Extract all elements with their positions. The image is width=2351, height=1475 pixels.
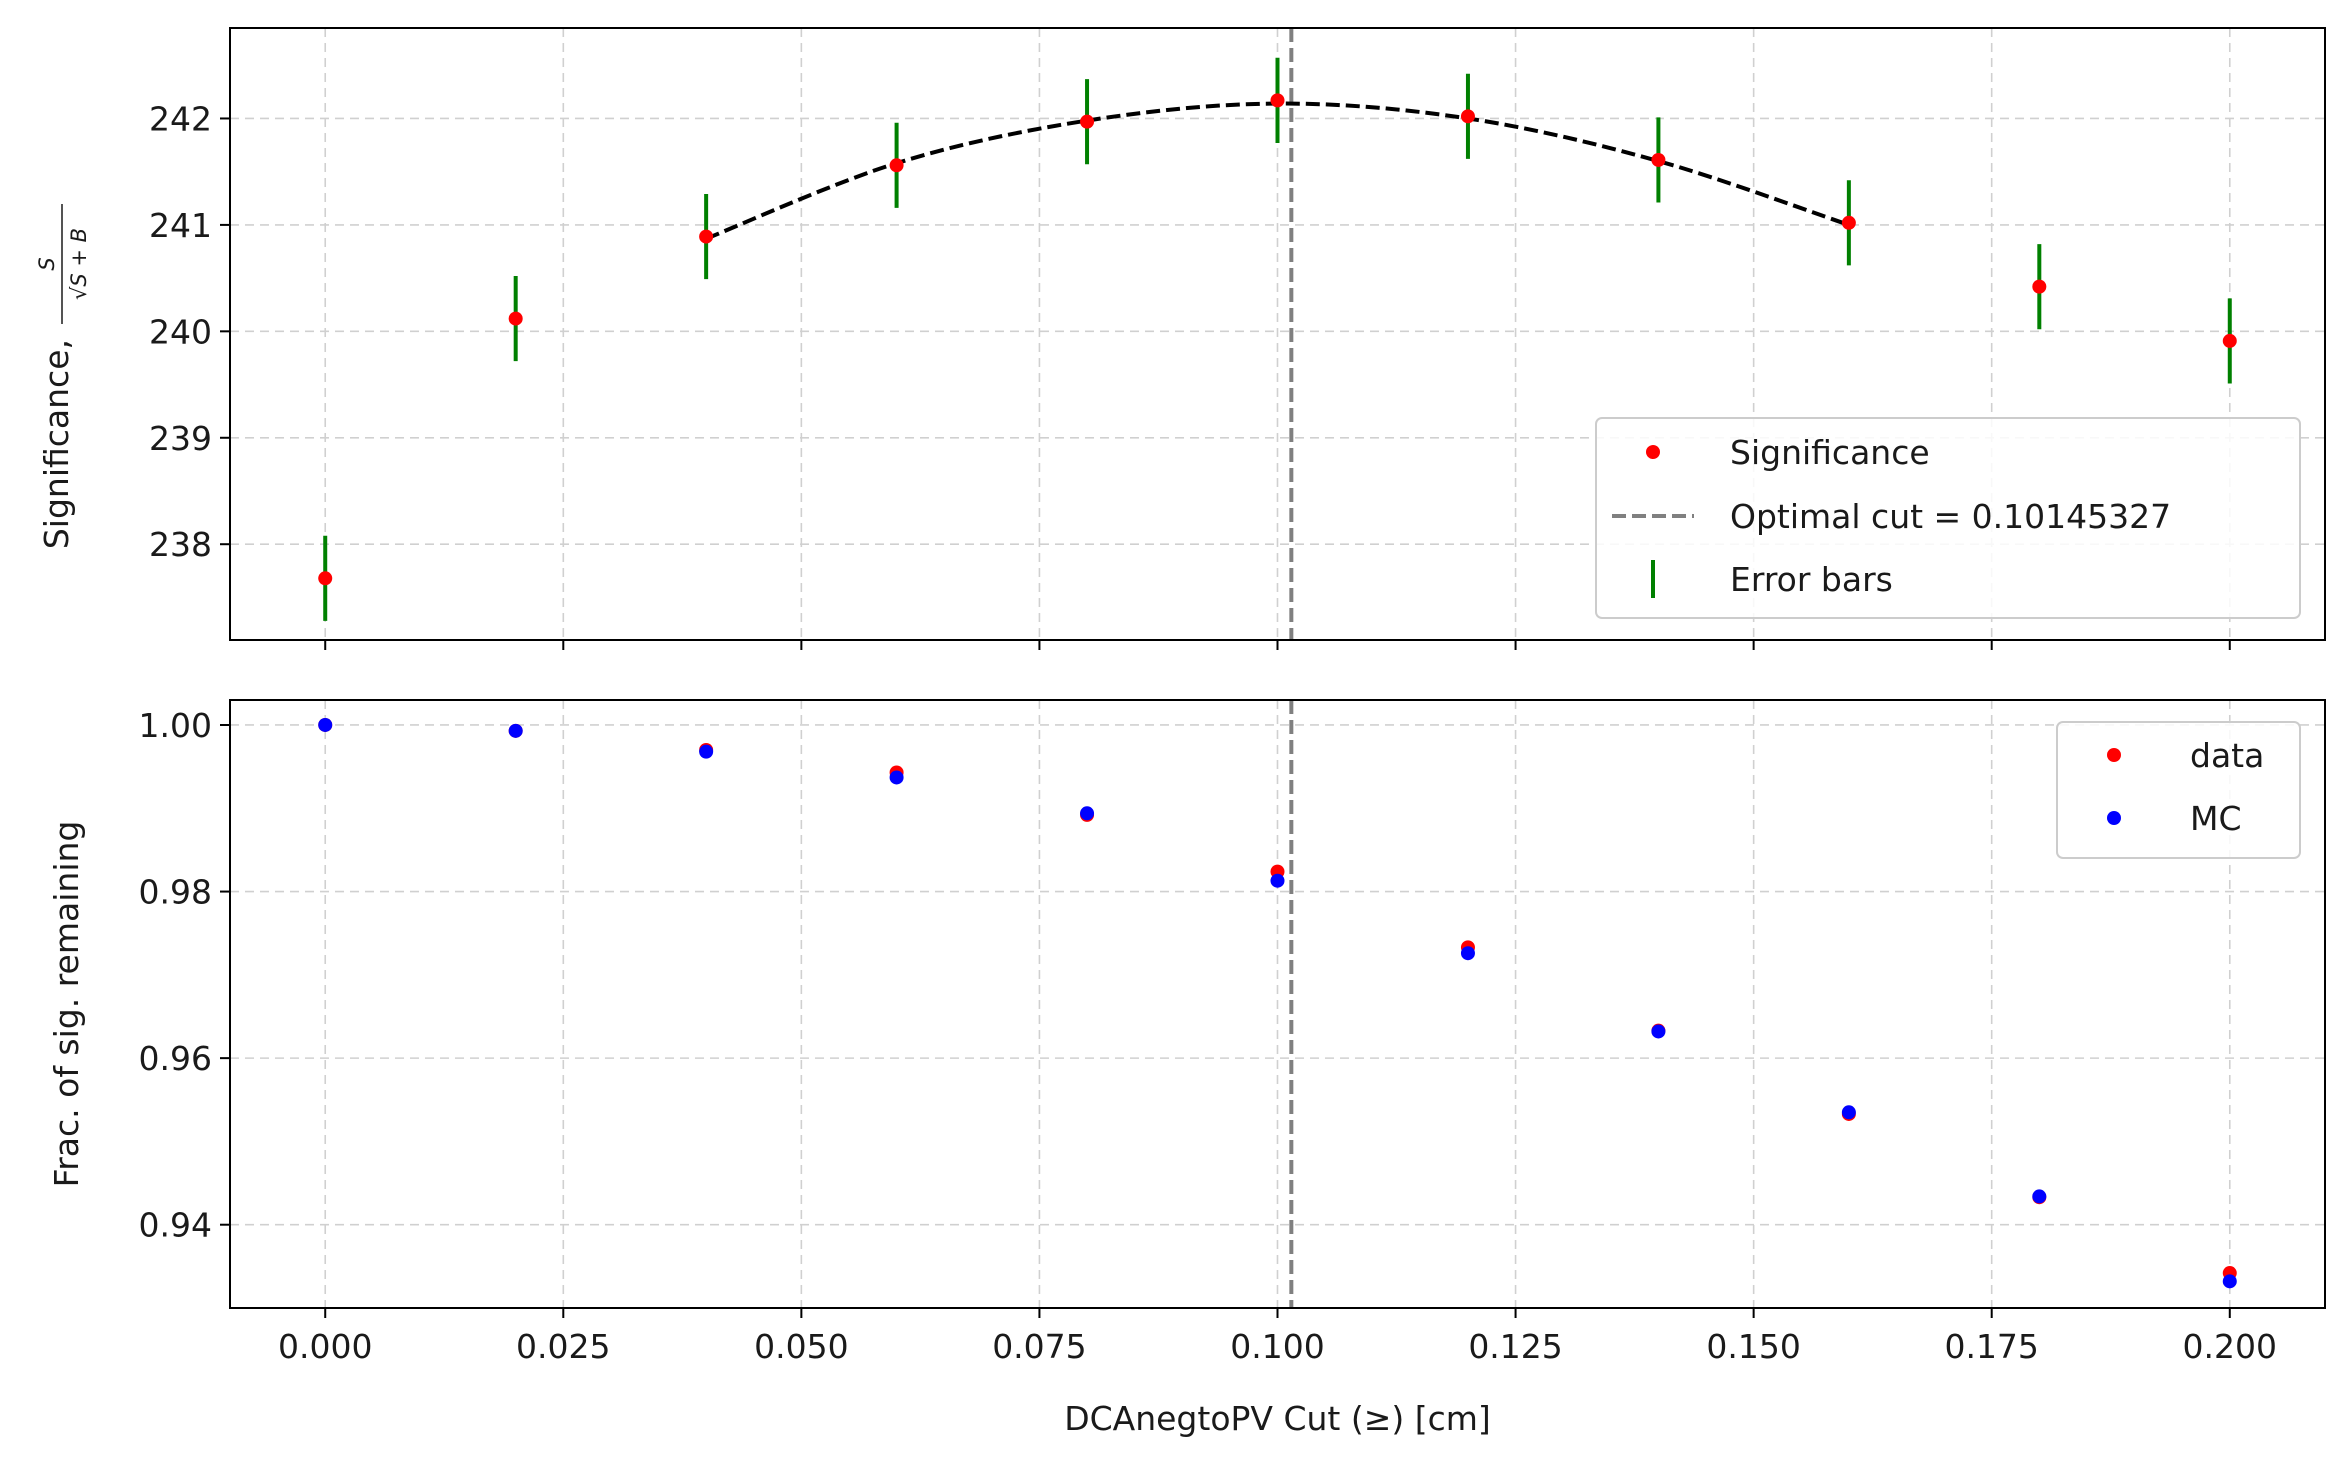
legend-marker-mc [2107, 811, 2121, 825]
mc-point [1651, 1024, 1666, 1039]
x-tick-label: 0.175 [1944, 1327, 2038, 1366]
x-tick-label: 0.125 [1468, 1327, 1562, 1366]
y-axis-label-text: Significance, [37, 339, 76, 549]
significance-point [1270, 93, 1285, 108]
y-tick-label: 238 [149, 525, 212, 564]
x-tick-label: 0.050 [754, 1327, 848, 1366]
y-axis-label-numerator: S [35, 257, 59, 270]
top-y-axis-label: Significance, S √S + B [35, 204, 91, 549]
legend-marker-data [2107, 748, 2121, 762]
y-tick-label: 0.98 [139, 873, 212, 912]
legend-label-mc: MC [2190, 799, 2242, 838]
x-tick-label: 0.075 [992, 1327, 1086, 1366]
legend-label-error-bars: Error bars [1730, 560, 1893, 599]
significance-point [2222, 333, 2237, 348]
top-legend: Significance Optimal cut = 0.10145327 Erro… [1595, 417, 2301, 619]
legend-marker-significance [1646, 445, 1660, 459]
mc-point [318, 717, 333, 732]
legend-label-data: data [2190, 736, 2264, 775]
mc-point [1460, 946, 1475, 961]
mc-point [2222, 1274, 2237, 1289]
significance-point [1080, 114, 1095, 129]
significance-point [1841, 215, 1856, 230]
significance-point [889, 158, 904, 173]
y-tick-label: 241 [149, 206, 212, 245]
x-tick-label: 0.200 [2183, 1327, 2277, 1366]
x-tick-label: 0.000 [278, 1327, 372, 1366]
x-tick-label: 0.025 [516, 1327, 610, 1366]
significance-point [2032, 279, 2047, 294]
legend-box [1595, 417, 2301, 619]
y-tick-label: 242 [149, 99, 212, 138]
legend-label-significance: Significance [1730, 433, 1930, 472]
bottom-legend: data MC [2056, 721, 2301, 859]
y-tick-label: 0.94 [139, 1206, 212, 1245]
x-tick-label: 0.100 [1230, 1327, 1324, 1366]
legend-label-optimal-cut: Optimal cut = 0.10145327 [1730, 497, 2171, 536]
mc-point [2032, 1189, 2047, 1204]
significance-point [508, 311, 523, 326]
significance-point [1651, 152, 1666, 167]
y-tick-label: 1.00 [139, 706, 212, 745]
mc-point [889, 770, 904, 785]
mc-point [1270, 873, 1285, 888]
y-axis-label-text: Frac. of sig. remaining [47, 821, 86, 1188]
y-tick-label: 0.96 [139, 1039, 212, 1078]
mc-point [699, 744, 714, 759]
significance-point [318, 571, 333, 586]
mc-point [1841, 1105, 1856, 1120]
y-tick-label: 240 [149, 312, 212, 351]
bottom-y-axis-label: Frac. of sig. remaining [47, 821, 86, 1188]
panel-bottom: 0.000 0.025 0.050 0.075 0.100 0.125 0.150 0.175… [47, 699, 2326, 1438]
significance-point [1460, 109, 1475, 124]
x-axis-label: DCAnegtoPV Cut (≥) [cm] [1064, 1399, 1491, 1438]
y-tick-label: 239 [149, 419, 212, 458]
bottom-axes-frame [229, 699, 2326, 1309]
y-axis-label-denominator: √S + B [67, 228, 91, 300]
mc-point [508, 723, 523, 738]
x-tick-label: 0.150 [1706, 1327, 1800, 1366]
top-axes-frame [229, 27, 2326, 641]
significance-point [699, 229, 714, 244]
mc-point [1080, 806, 1095, 821]
